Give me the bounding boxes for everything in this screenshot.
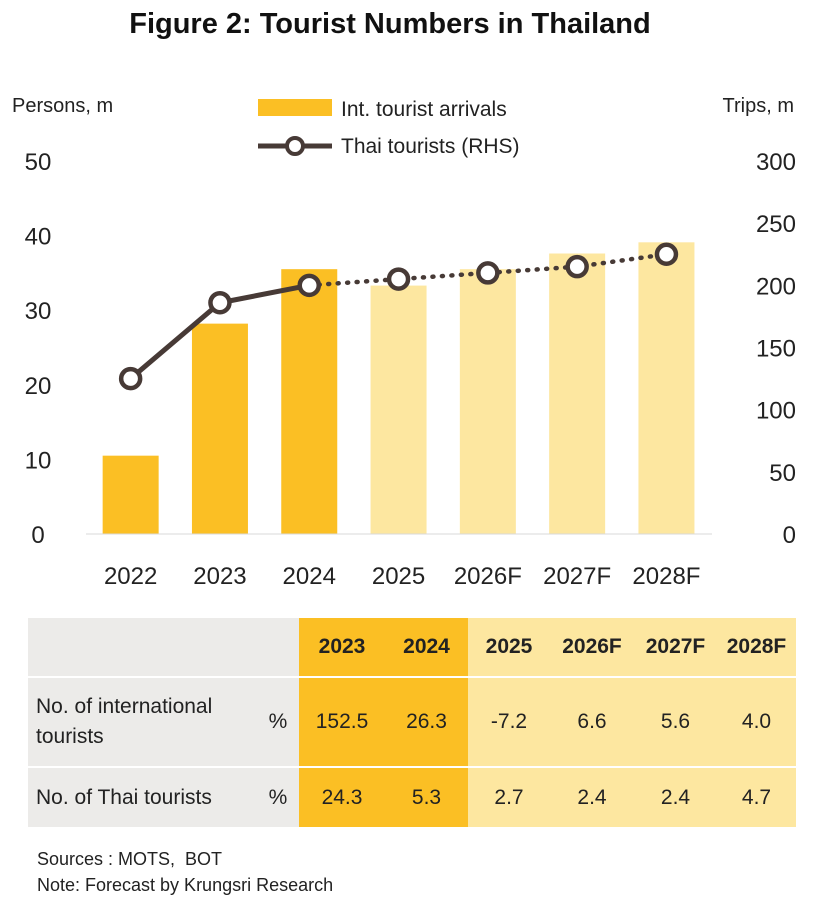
header-cell: 2026F <box>550 618 634 678</box>
legend-bar-swatch <box>258 99 332 116</box>
x-tick-label: 2027F <box>543 563 611 590</box>
header-cell: 2028F <box>717 618 796 678</box>
table-cell: 2.4 <box>550 767 634 827</box>
legend-label-line: Thai tourists (RHS) <box>341 135 520 158</box>
left-axis-ticks: 0 10 20 30 40 50 <box>25 149 52 549</box>
right-axis-ticks: 0 50 100 150 200 250 300 <box>756 149 796 549</box>
legend-label-bar: Int. tourist arrivals <box>341 98 507 121</box>
header-cell: 2025 <box>468 618 550 678</box>
growth-table: 2023 2024 2025 2026F 2027F 2028F No. of … <box>28 618 796 827</box>
table-header-row: 2023 2024 2025 2026F 2027F 2028F <box>28 618 796 678</box>
right-tick-label: 250 <box>756 211 796 238</box>
line-point <box>208 290 232 315</box>
bar <box>638 242 695 534</box>
line-point <box>565 254 589 279</box>
bar <box>191 323 248 534</box>
row-unit: % <box>257 767 299 827</box>
header-cell: 2027F <box>634 618 717 678</box>
x-tick-label: 2028F <box>632 563 700 590</box>
table-cell: 4.7 <box>717 767 796 827</box>
table-cell: 5.6 <box>634 677 717 768</box>
left-tick-label: 40 <box>25 224 52 251</box>
table-cell: -7.2 <box>468 677 550 768</box>
bar <box>549 253 606 534</box>
row-label: No. of Thai tourists <box>28 767 257 827</box>
table-cell: 2.7 <box>468 767 550 827</box>
line-point <box>297 273 321 298</box>
x-axis-ticks: 2022 2023 2024 2025 2026F 2027F 2028F <box>104 563 701 590</box>
chart-title: Figure 2: Tourist Numbers in Thailand <box>129 8 651 40</box>
right-tick-label: 300 <box>756 149 796 176</box>
table-row: No. of international tourists % 152.5 26… <box>28 677 796 768</box>
bar <box>281 269 338 534</box>
right-tick-label: 0 <box>783 522 796 549</box>
x-tick-label: 2026F <box>454 563 522 590</box>
x-tick-label: 2024 <box>283 563 336 590</box>
table-cell: 152.5 <box>299 677 385 768</box>
table-cell: 5.3 <box>385 767 468 827</box>
table-cell: 24.3 <box>299 767 385 827</box>
row-label: No. of international tourists <box>28 677 257 768</box>
table-cell: 26.3 <box>385 677 468 768</box>
line-series <box>118 242 679 391</box>
left-axis-title: Persons, m <box>12 95 113 117</box>
note-text: Note: Forecast by Krungsri Research <box>37 875 334 895</box>
header-blank <box>28 618 257 678</box>
line-point <box>476 261 500 285</box>
line-point <box>386 267 411 291</box>
x-tick-label: 2023 <box>193 563 246 590</box>
row-unit: % <box>257 677 299 768</box>
x-tick-label: 2025 <box>372 563 425 590</box>
line-point <box>654 242 679 266</box>
line-point <box>118 366 143 391</box>
right-tick-label: 50 <box>769 460 796 487</box>
header-cell: 2024 <box>385 618 468 678</box>
table-cell: 6.6 <box>550 677 634 768</box>
left-tick-label: 20 <box>25 373 52 400</box>
right-axis-title: Trips, m <box>723 95 794 117</box>
bar <box>370 285 427 534</box>
table-cell: 2.4 <box>634 767 717 827</box>
header-cell: 2023 <box>299 618 385 678</box>
left-tick-label: 30 <box>25 298 52 325</box>
left-tick-label: 50 <box>25 149 52 176</box>
sources-text: Sources : MOTS, BOT <box>37 849 223 869</box>
bar <box>459 269 516 534</box>
bar-series <box>102 242 695 534</box>
chart-area: Persons, m Trips, m Int. tourist arrival… <box>12 95 796 590</box>
right-tick-label: 150 <box>756 336 796 363</box>
table-row: No. of Thai tourists % 24.3 5.3 2.7 2.4 … <box>28 767 796 827</box>
header-blank <box>257 618 299 678</box>
left-tick-label: 0 <box>31 522 44 549</box>
chart-notes: Sources : MOTS, BOT Note: Forecast by Kr… <box>37 846 333 898</box>
legend-marker <box>285 136 305 156</box>
right-tick-label: 100 <box>756 398 796 425</box>
left-tick-label: 10 <box>25 447 52 474</box>
table-cell: 4.0 <box>717 677 796 768</box>
x-tick-label: 2022 <box>104 563 157 590</box>
bar <box>102 455 159 534</box>
legend: Int. tourist arrivals Thai tourists (RHS… <box>258 98 520 158</box>
right-tick-label: 200 <box>756 273 796 300</box>
